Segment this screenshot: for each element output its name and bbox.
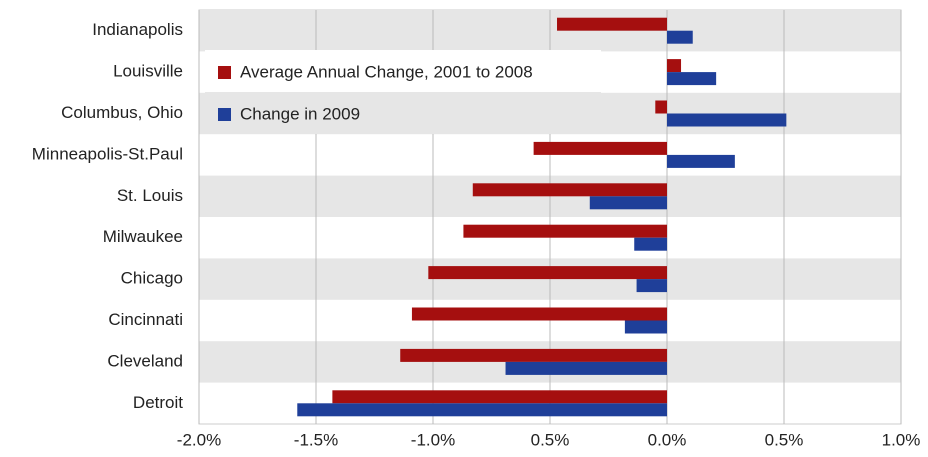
y-tick-label: Indianapolis [92,20,183,39]
bar [624,320,667,334]
x-tick-label: 0.5% [765,430,804,449]
bar [411,307,667,321]
bar [667,113,787,127]
legend-label: Change in 2009 [240,104,360,123]
bar [589,196,667,210]
x-tick-label: 1.0% [882,430,921,449]
bar [297,403,667,417]
bar [655,100,667,114]
y-tick-label: Minneapolis-St.Paul [32,144,183,163]
bar [634,237,667,251]
y-tick-label: St. Louis [117,186,183,205]
legend-label: Average Annual Change, 2001 to 2008 [240,62,533,81]
bar [463,224,667,238]
x-tick-label: -2.0% [177,430,221,449]
bar [667,72,717,86]
bar [428,266,667,280]
y-tick-label: Chicago [121,269,183,288]
legend-swatch [218,66,231,79]
x-tick-label: 0.0% [648,430,687,449]
bar [533,141,667,155]
x-tick-label: -1.0% [411,430,455,449]
bar [636,279,667,293]
bar [400,348,667,362]
legend-swatch [218,108,231,121]
y-tick-label: Louisville [113,62,183,81]
y-tick-label: Detroit [133,393,183,412]
bar [472,183,667,197]
bar [667,30,693,44]
bar [332,390,667,404]
bar [557,17,667,31]
legend: Average Annual Change, 2001 to 2008 Chang… [205,50,601,134]
y-tick-label: Columbus, Ohio [61,103,183,122]
labels: -2.0% -1.5% -1.0% 0.5% 0.0% 0.5% 1.0% Indianapo… [32,20,921,449]
x-tick-label: -1.5% [294,430,338,449]
y-tick-label: Cleveland [107,351,183,370]
x-tick-label: 0.5% [531,430,570,449]
bar [505,361,667,375]
bar [667,154,735,168]
y-tick-label: Cincinnati [108,310,183,329]
y-tick-label: Milwaukee [103,227,183,246]
legend-box-lower [205,92,601,134]
bar [667,59,682,73]
bars [297,17,787,417]
